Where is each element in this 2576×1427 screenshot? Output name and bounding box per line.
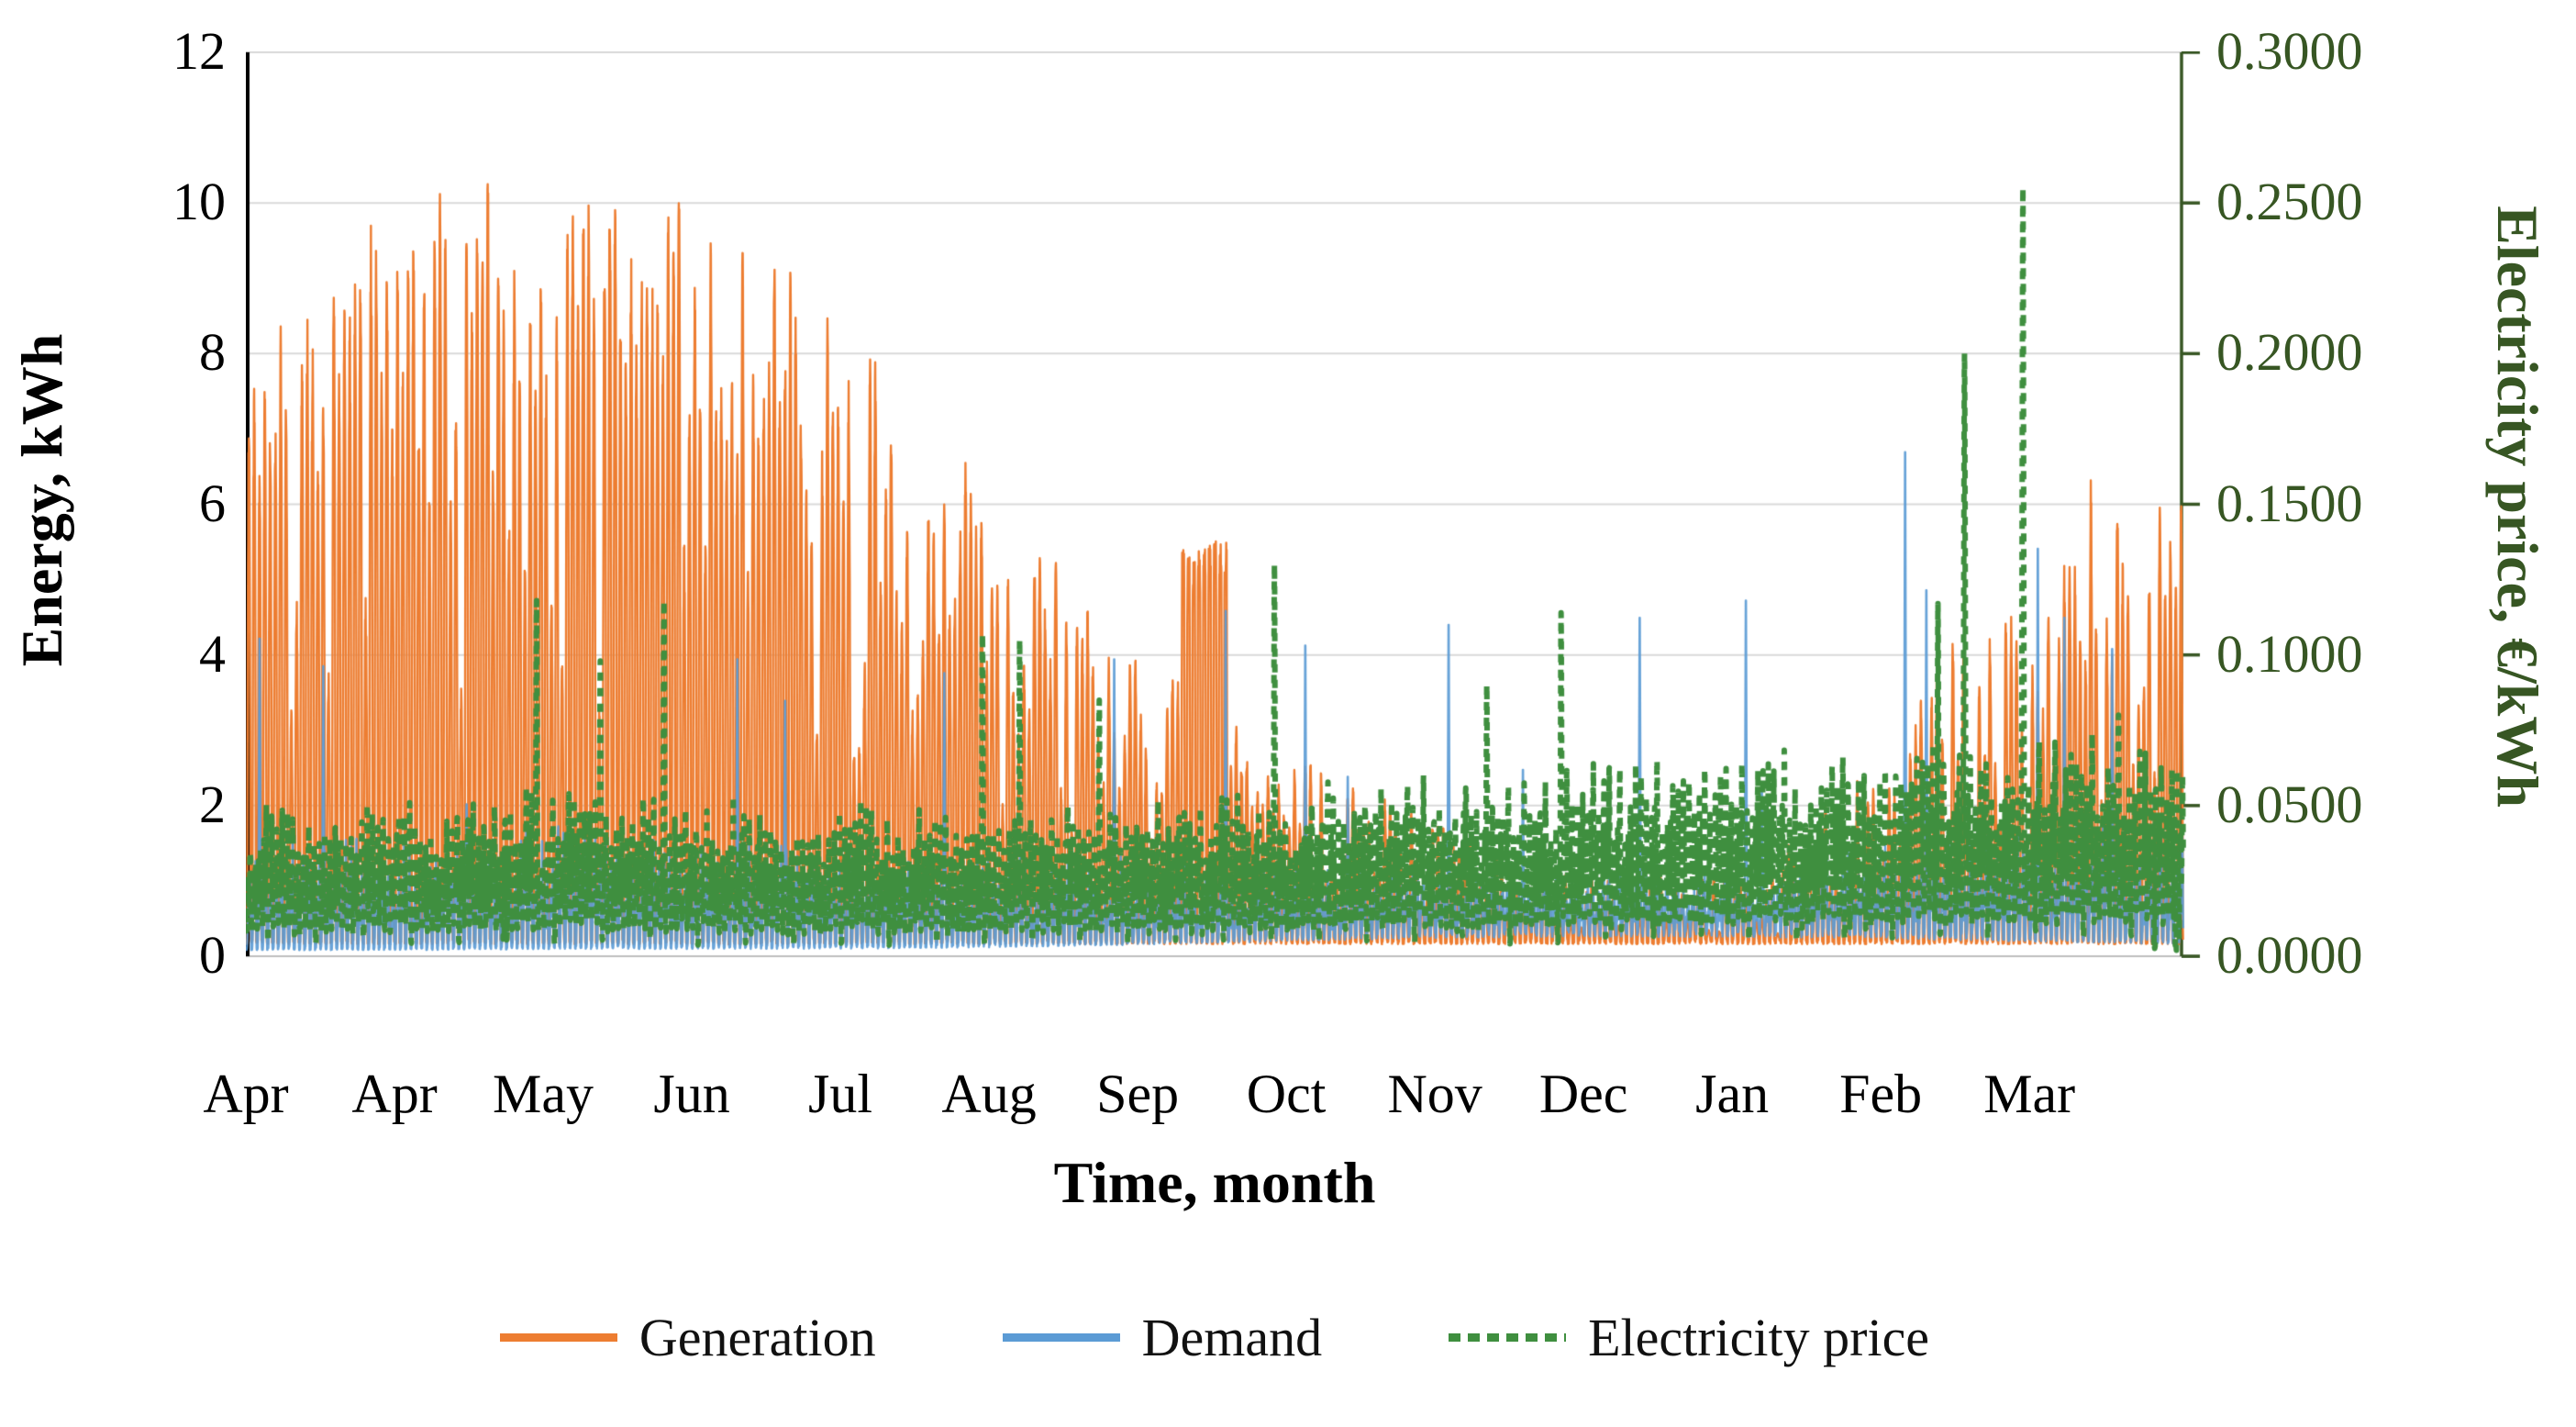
y-right-tick-label: 0.3000	[2216, 21, 2363, 81]
y-right-tick-label: 0.2000	[2216, 322, 2363, 383]
legend: Generation Demand Electricity price	[246, 1307, 2183, 1368]
y-right-tick-label: 0.0500	[2216, 774, 2363, 834]
y-axis-title-price: Electricity price, €/kWh	[2485, 206, 2550, 808]
legend-label-generation: Generation	[638, 1308, 876, 1367]
y-right-tick-label: 0.2500	[2216, 172, 2363, 232]
y-axis-title-energy: Energy, kWh	[9, 333, 74, 667]
x-tick-label: Nov	[1387, 1064, 1482, 1124]
y-left-tick-label: 6	[199, 473, 226, 533]
legend-label-demand: Demand	[1141, 1308, 1323, 1367]
plot-area-canvas	[246, 51, 2205, 958]
x-axis-title: Time, month	[1053, 1150, 1376, 1215]
y-right-tick-label: 0.0000	[2216, 925, 2363, 985]
y-left-tick-label: 2	[199, 774, 226, 834]
y-left-tick-label: 10	[172, 172, 226, 232]
y-left-tick-label: 8	[199, 322, 226, 383]
y-right-tick-labels: 0.0000 0.0500 0.1000 0.1500 0.2000 0.2500 0.30…	[2216, 25, 2473, 982]
x-tick-label: Jul	[808, 1064, 873, 1124]
x-tick-label: Jan	[1695, 1064, 1770, 1124]
x-tick-label: Feb	[1839, 1064, 1923, 1124]
x-tick-labels: Apr Apr May Jun Jul Aug Sep Oct Nov Dec Jan Feb Mar	[203, 1064, 2264, 1138]
y-left-tick-labels: 0 2 4 6 8 10 12	[88, 25, 226, 982]
y-right-tick-label: 0.1500	[2216, 473, 2363, 533]
legend-item-price[interactable]: Electricity price	[1449, 1307, 1929, 1368]
legend-label-price: Electricity price	[1588, 1308, 1930, 1367]
legend-item-generation[interactable]: Generation	[499, 1307, 876, 1368]
x-tick-label: Sep	[1096, 1064, 1180, 1124]
x-tick-label: Mar	[1983, 1064, 2076, 1124]
generation-line-swatch	[499, 1333, 617, 1342]
demand-line-swatch	[1002, 1333, 1120, 1342]
legend-item-demand[interactable]: Demand	[1002, 1307, 1323, 1368]
x-tick-label: Dec	[1538, 1064, 1628, 1124]
x-tick-label: May	[493, 1064, 594, 1124]
x-tick-label: Apr	[203, 1064, 289, 1124]
y-left-tick-label: 4	[199, 623, 226, 684]
electricity-price-line-swatch	[1449, 1333, 1567, 1342]
x-tick-label: Jun	[653, 1064, 730, 1124]
x-tick-label: Aug	[941, 1064, 1037, 1124]
y-left-tick-label: 12	[172, 21, 226, 81]
y-left-tick-label: 0	[199, 925, 226, 985]
x-tick-label: Oct	[1246, 1064, 1327, 1124]
x-tick-label: Apr	[351, 1064, 438, 1124]
y-right-tick-label: 0.1000	[2216, 623, 2363, 684]
